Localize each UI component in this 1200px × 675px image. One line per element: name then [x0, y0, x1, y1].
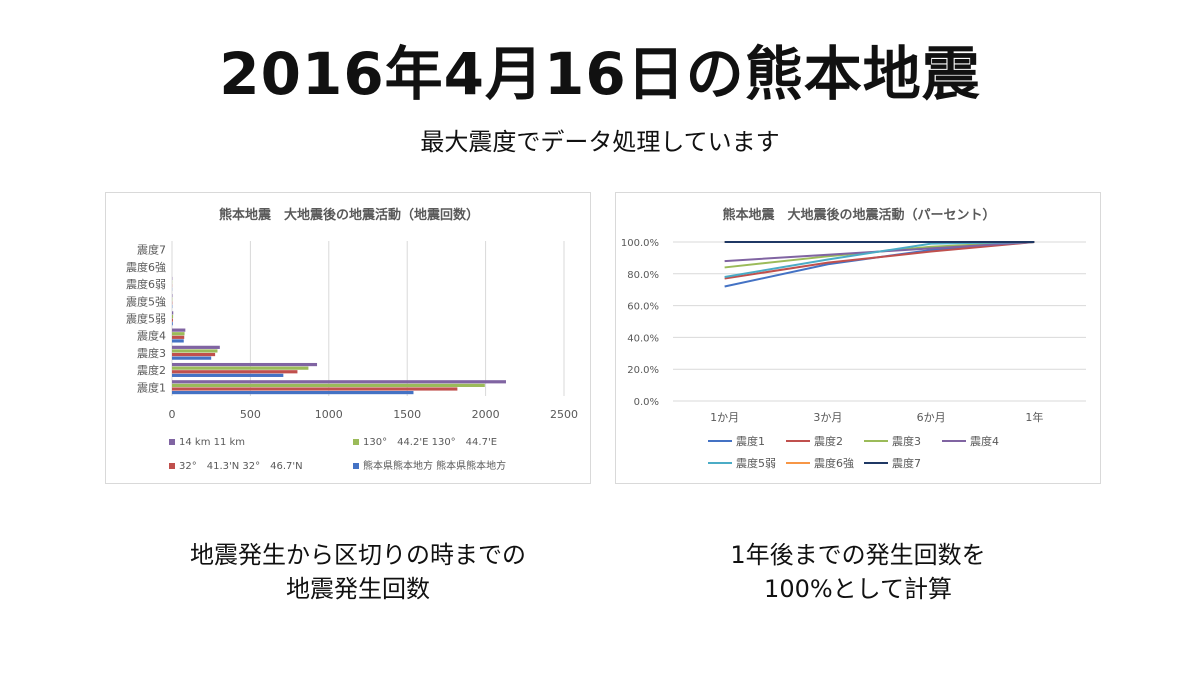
- bar-x-tick-label: 2500: [550, 408, 578, 421]
- bar-category-label: 震度6強: [126, 260, 166, 274]
- caption-right-line-2: 100%として計算: [764, 575, 952, 603]
- line-y-tick-label: 60.0%: [627, 302, 659, 313]
- caption-right-line-1: 1年後までの発生回数を: [730, 541, 986, 569]
- line-legend-label: 震度6強: [814, 456, 854, 470]
- bar-legend-swatch: [169, 463, 175, 469]
- bar-mark: [172, 322, 173, 326]
- line-chart-panel: 熊本地震 大地震後の地震活動（パーセント） 0.0% 20.0% 40.0% 60.0…: [615, 192, 1101, 484]
- bar-category-label: 震度2: [137, 363, 166, 377]
- bar-x-tick-label: 2000: [472, 408, 500, 421]
- bar-mark: [172, 390, 414, 395]
- bar-legend-swatch: [353, 463, 359, 469]
- bar-legend-label: 熊本県熊本地方 熊本県熊本地方: [363, 459, 506, 472]
- caption-right: 1年後までの発生回数を 100%として計算: [598, 538, 1118, 606]
- bar-legend-label: 130° 44.2'E 130° 44.7'E: [363, 437, 497, 448]
- line-x-tick-label: 1年: [1025, 410, 1043, 424]
- bar-mark: [172, 356, 212, 360]
- bar-chart-panel: 熊本地震 大地震後の地震活動（地震回数） 0 500 1000 1500 2000 250…: [105, 192, 591, 484]
- bar-mark: [172, 314, 174, 319]
- caption-left-line-2: 地震発生回数: [286, 575, 430, 603]
- bar-legend-swatch: [169, 439, 175, 445]
- line-y-tick-label: 40.0%: [627, 333, 659, 344]
- bar-category-label: 震度7: [137, 243, 166, 257]
- bar-category-label: 震度3: [137, 346, 166, 360]
- bar-mark: [172, 345, 220, 349]
- bar-legend-label: 32° 41.3'N 32° 46.7'N: [179, 461, 303, 472]
- line-legend-label: 震度3: [892, 434, 921, 448]
- line-legend-label: 震度4: [970, 434, 999, 448]
- bar-mark: [172, 328, 186, 332]
- bar-mark: [172, 380, 506, 384]
- bar-mark: [172, 311, 174, 315]
- bar-mark: [172, 349, 218, 353]
- bar-mark: [172, 339, 184, 343]
- bar-category-label: 震度5弱: [126, 312, 166, 326]
- line-y-tick-label: 0.0%: [634, 397, 659, 408]
- line-x-tick-label: 3か月: [813, 411, 842, 424]
- bar-x-tick-label: 500: [240, 408, 261, 421]
- bar-mark: [172, 335, 185, 339]
- slide-title: 2016年4月16日の熊本地震: [219, 40, 981, 108]
- line-x-tick-label: 1か月: [710, 411, 739, 424]
- line-legend-label: 震度1: [736, 434, 765, 448]
- bar-mark: [172, 318, 173, 322]
- bar-mark: [172, 370, 298, 374]
- line-legend-label: 震度7: [892, 456, 921, 470]
- bar-legend-label: 14 km 11 km: [179, 437, 245, 448]
- line-series: [724, 241, 1035, 280]
- bar-x-tick-label: 0: [169, 408, 176, 421]
- caption-left: 地震発生から区切りの時までの 地震発生回数: [98, 538, 618, 606]
- bar-legend-swatch: [353, 439, 359, 445]
- bar-mark: [172, 366, 309, 370]
- bar-mark: [172, 332, 185, 336]
- line-y-tick-label: 20.0%: [627, 365, 659, 376]
- bar-chart: 熊本地震 大地震後の地震活動（地震回数） 0 500 1000 1500 2000 250…: [126, 207, 578, 472]
- bar-mark: [172, 362, 318, 367]
- bar-chart-title: 熊本地震 大地震後の地震活動（地震回数）: [219, 207, 479, 223]
- line-chart-title: 熊本地震 大地震後の地震活動（パーセント）: [722, 207, 995, 223]
- bar-mark: [172, 387, 458, 391]
- slide-subtitle: 最大震度でデータ処理しています: [420, 128, 780, 156]
- line-legend-label: 震度2: [814, 434, 843, 448]
- bar-x-tick-label: 1000: [315, 408, 343, 421]
- bar-category-label: 震度6弱: [126, 277, 166, 291]
- line-y-tick-label: 100.0%: [621, 238, 659, 249]
- caption-left-line-1: 地震発生から区切りの時までの: [190, 541, 526, 569]
- line-x-tick-label: 6か月: [917, 411, 946, 424]
- line-chart: 熊本地震 大地震後の地震活動（パーセント） 0.0% 20.0% 40.0% 60.0…: [621, 207, 1086, 470]
- bar-mark: [172, 352, 216, 357]
- line-series: [724, 241, 1035, 288]
- bar-mark: [172, 383, 485, 387]
- bar-category-label: 震度4: [137, 329, 166, 343]
- line-y-tick-label: 80.0%: [627, 270, 659, 281]
- bar-x-tick-label: 1500: [393, 408, 421, 421]
- line-legend-label: 震度5弱: [736, 456, 776, 470]
- bar-mark: [172, 373, 284, 377]
- bar-category-label: 震度1: [137, 380, 166, 394]
- bar-category-label: 震度5強: [126, 294, 166, 308]
